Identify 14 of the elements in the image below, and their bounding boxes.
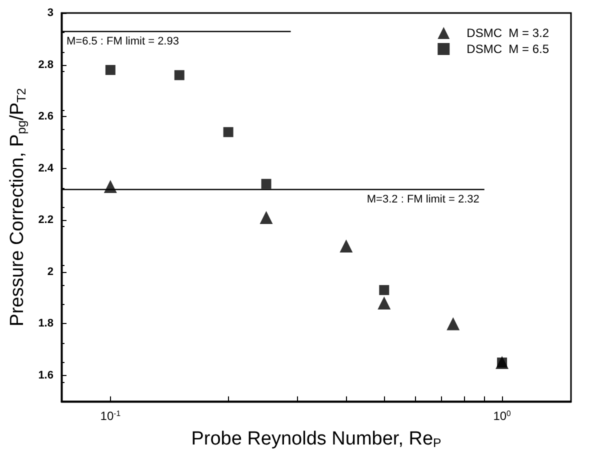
x-axis-title: Probe Reynolds Number, ReP — [191, 428, 442, 450]
legend-label: DSMC M = 3.2 — [466, 26, 550, 40]
y-tick-label: 1.8 — [38, 318, 54, 330]
ref-line-label: M=6.5 : FM limit = 2.93 — [66, 36, 179, 48]
y-tick-label: 2 — [47, 266, 54, 278]
y-tick-label: 2.6 — [38, 110, 54, 123]
y-tick-label: 2.8 — [38, 58, 54, 71]
legend-label: DSMC M = 6.5 — [466, 42, 550, 56]
y-tick-label: 3 — [47, 7, 54, 19]
y-axis-title: Pressure Correction, Ppg/PT2 — [7, 88, 28, 326]
y-tick-label: 2.4 — [38, 162, 54, 174]
y-tick-label: 1.6 — [38, 370, 54, 382]
ref-line-label: M=3.2 : FM limit = 2.32 — [366, 194, 480, 206]
y-tick-label: 2.2 — [38, 214, 54, 226]
